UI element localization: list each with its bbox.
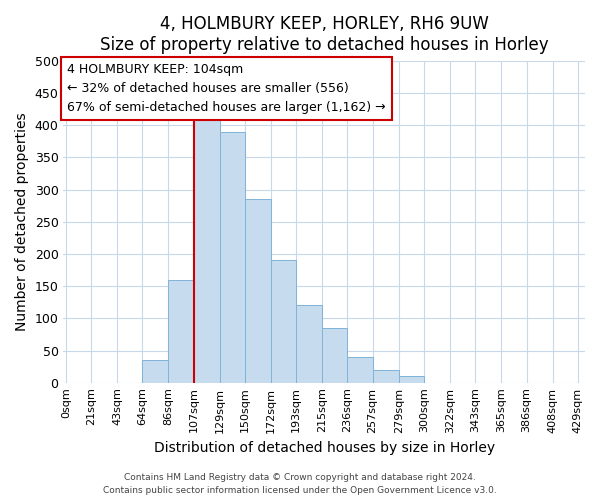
Bar (194, 116, 220, 382)
X-axis label: Distribution of detached houses by size in Horley: Distribution of detached houses by size … (154, 441, 495, 455)
Bar (142, 360, 169, 382)
Y-axis label: Number of detached properties: Number of detached properties (15, 112, 29, 331)
Text: 4 HOLMBURY KEEP: 104sqm
← 32% of detached houses are smaller (556)
67% of semi-d: 4 HOLMBURY KEEP: 104sqm ← 32% of detache… (67, 63, 386, 114)
Bar (220, 132, 245, 382)
Bar (271, 260, 296, 382)
Text: Contains HM Land Registry data © Crown copyright and database right 2024.
Contai: Contains HM Land Registry data © Crown c… (103, 473, 497, 495)
Bar (399, 376, 424, 382)
Bar (322, 328, 347, 382)
Bar (347, 357, 373, 382)
Bar (169, 280, 194, 382)
Bar (373, 370, 399, 382)
Title: 4, HOLMBURY KEEP, HORLEY, RH6 9UW
Size of property relative to detached houses i: 4, HOLMBURY KEEP, HORLEY, RH6 9UW Size o… (100, 15, 548, 54)
Bar (245, 200, 271, 382)
Bar (296, 306, 322, 382)
